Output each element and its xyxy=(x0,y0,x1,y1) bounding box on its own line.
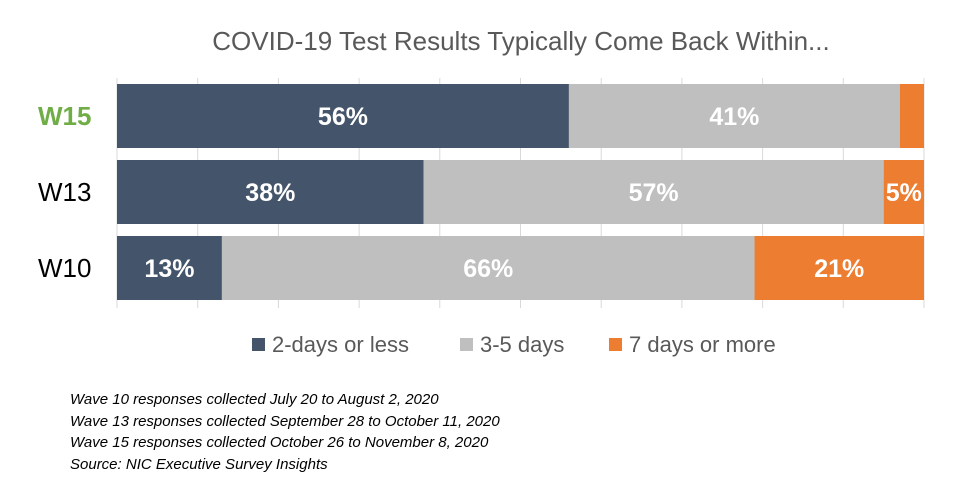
data-label: 66% xyxy=(463,255,513,283)
bar-segment xyxy=(117,236,222,300)
data-label: 21% xyxy=(814,255,864,283)
bar-segment xyxy=(221,236,755,300)
legend-swatch xyxy=(609,338,622,351)
footnote-source: Source: NIC Executive Survey Insights xyxy=(70,455,328,473)
bar-segment xyxy=(117,84,569,148)
data-label: 5% xyxy=(886,179,922,207)
legend-swatch xyxy=(252,338,265,351)
data-label: 38% xyxy=(245,179,295,207)
bar-segment xyxy=(568,84,900,148)
footnotes: Wave 10 responses collected July 20 to A… xyxy=(70,389,500,475)
footnote-wave15: Wave 15 responses collected October 26 t… xyxy=(70,434,489,451)
bar-segment xyxy=(117,160,424,224)
footnote-wave10: Wave 10 responses collected July 20 to A… xyxy=(70,391,439,408)
legend: 2-days or less 3-5 days 7 days or more xyxy=(252,332,776,357)
legend-label: 3-5 days xyxy=(480,332,564,357)
bars: 56% 41% 38% 57% 5% 13% 66% 21% xyxy=(117,84,924,300)
legend-label: 7 days or more xyxy=(629,332,776,357)
legend-label: 2-days or less xyxy=(272,332,409,357)
data-label: 41% xyxy=(709,103,759,131)
data-label: 13% xyxy=(144,255,194,283)
bar-segment xyxy=(883,160,924,224)
data-label: 57% xyxy=(629,179,679,207)
data-label: 56% xyxy=(318,103,368,131)
category-label: W15 xyxy=(38,101,91,131)
legend-swatch xyxy=(460,338,473,351)
bar-segment xyxy=(754,236,924,300)
category-label: W10 xyxy=(38,253,91,283)
bar-segment xyxy=(423,160,884,224)
bar-segment xyxy=(899,84,924,148)
category-label: W13 xyxy=(38,177,91,207)
category-labels: W15 W13 W10 xyxy=(38,101,91,283)
footnote-wave13: Wave 13 responses collected September 28… xyxy=(70,412,500,430)
chart-title: COVID-19 Test Results Typically Come Bac… xyxy=(212,26,829,56)
